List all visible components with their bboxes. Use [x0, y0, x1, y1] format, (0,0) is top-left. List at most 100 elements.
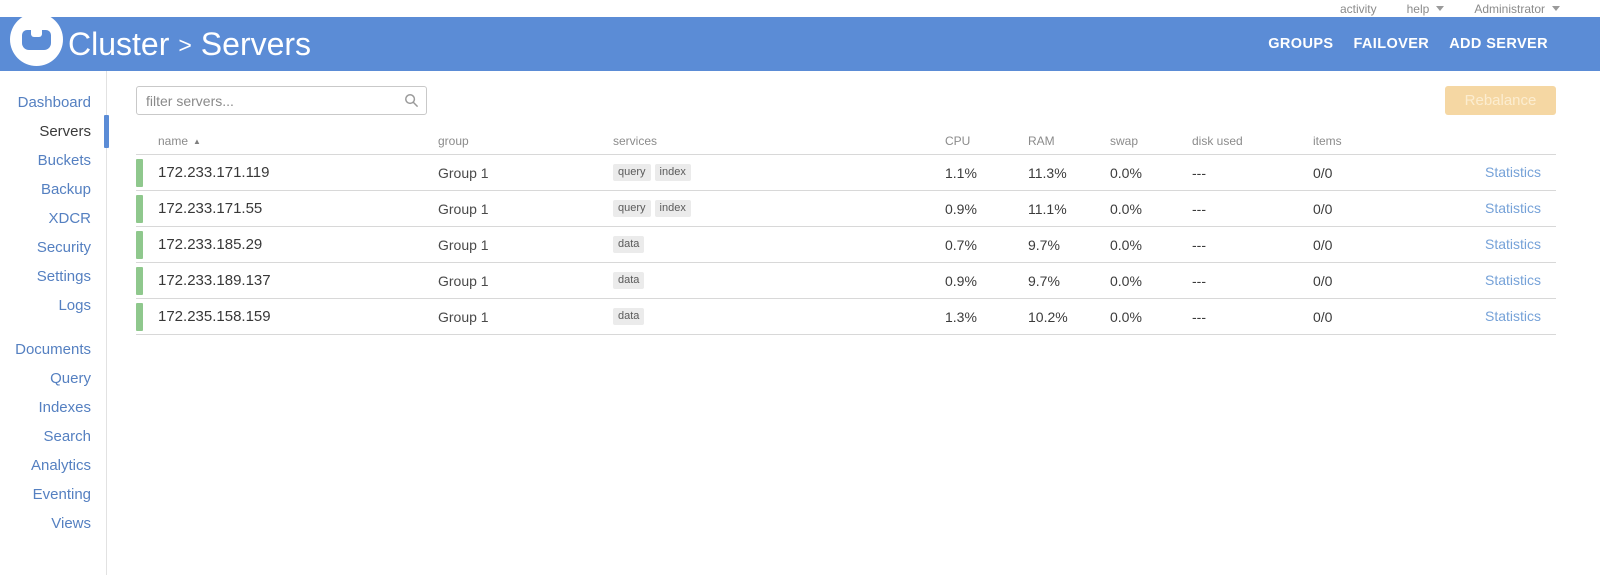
help-menu[interactable]: help — [1407, 2, 1445, 16]
sidebar-item-buckets[interactable]: Buckets — [0, 146, 106, 175]
server-group: Group 1 — [438, 308, 489, 325]
filter-servers-input[interactable] — [136, 86, 427, 115]
sidebar-item-search[interactable]: Search — [0, 422, 106, 451]
breadcrumb-separator: > — [178, 31, 192, 58]
activity-label: activity — [1339, 1, 1377, 16]
help-label: help — [1406, 1, 1430, 16]
service-badge-query: query — [613, 200, 651, 217]
sidebar-item-label: Eventing — [32, 486, 91, 503]
sidebar-group-cluster: Dashboard Servers Buckets Backup XDCR Securit… — [0, 88, 109, 320]
header-menu: GROUPS FAILOVER ADD SERVER — [1248, 17, 1548, 71]
column-header-group[interactable]: group — [438, 133, 469, 148]
swap-value: 0.0% — [1110, 200, 1142, 217]
server-group: Group 1 — [438, 272, 489, 289]
statistics-cell: Statistics — [1426, 164, 1556, 182]
server-row[interactable]: 172.233.171.55 Group 1 query index 0.9% 11.1%… — [136, 191, 1556, 227]
cpu-value: 0.7% — [945, 236, 977, 253]
cpu-value: 1.1% — [945, 164, 977, 181]
swap-value: 0.0% — [1110, 236, 1142, 253]
title-cluster: Cluster — [68, 25, 170, 62]
filter-wrap — [136, 86, 427, 115]
header-menu-failover[interactable]: FAILOVER — [1353, 36, 1430, 52]
service-badges: query index — [613, 164, 945, 181]
column-header-ram[interactable]: RAM — [1028, 133, 1055, 148]
toolbar: Rebalance — [136, 86, 1556, 115]
sidebar-item-eventing[interactable]: Eventing — [0, 480, 106, 509]
service-badge-data: data — [613, 272, 645, 289]
sidebar-item-query[interactable]: Query — [0, 364, 106, 393]
user-menu[interactable]: Administrator — [1474, 2, 1560, 16]
statistics-cell: Statistics — [1426, 272, 1556, 290]
couchbase-logo-icon — [10, 13, 63, 66]
column-header-name[interactable]: name ▲ — [158, 133, 201, 148]
table-body: 172.233.171.119 Group 1 query index 1.1% 11.3… — [136, 155, 1556, 335]
items-value: 0/0 — [1313, 200, 1333, 217]
swap-value: 0.0% — [1110, 308, 1142, 325]
table-header-row: name ▲ group services CPU RAM swap disk u… — [136, 127, 1556, 155]
statistics-link[interactable]: Statistics — [1484, 307, 1541, 324]
service-badges: data — [613, 236, 945, 253]
items-value: 0/0 — [1313, 236, 1333, 253]
server-name: 172.233.189.137 — [158, 272, 271, 289]
sidebar-item-indexes[interactable]: Indexes — [0, 393, 106, 422]
sidebar-item-backup[interactable]: Backup — [0, 175, 106, 204]
cpu-value: 1.3% — [945, 308, 977, 325]
cpu-value: 0.9% — [945, 272, 977, 289]
sidebar-item-label: Dashboard — [17, 94, 91, 111]
statistics-link[interactable]: Statistics — [1484, 271, 1541, 288]
sidebar-item-label: XDCR — [48, 210, 91, 227]
sidebar-item-label: Backup — [40, 181, 91, 198]
server-row[interactable]: 172.235.158.159 Group 1 data 1.3% 10.2% 0.0% -… — [136, 299, 1556, 335]
rebalance-button[interactable]: Rebalance — [1445, 86, 1556, 115]
server-group: Group 1 — [438, 164, 489, 181]
server-row[interactable]: 172.233.189.137 Group 1 data 0.9% 9.7% 0.0% --… — [136, 263, 1556, 299]
server-group: Group 1 — [438, 200, 489, 217]
sidebar-item-xdcr[interactable]: XDCR — [0, 204, 106, 233]
service-badge-index: index — [654, 164, 691, 181]
sidebar-item-views[interactable]: Views — [0, 509, 106, 538]
column-header-items[interactable]: items — [1313, 133, 1342, 148]
column-header-disk-used[interactable]: disk used — [1192, 133, 1243, 148]
statistics-link[interactable]: Statistics — [1484, 199, 1541, 216]
sort-ascending-icon: ▲ — [193, 136, 201, 146]
column-header-cpu[interactable]: CPU — [945, 133, 971, 148]
sidebar-item-analytics[interactable]: Analytics — [0, 451, 106, 480]
cpu-value: 0.9% — [945, 200, 977, 217]
content-area: Rebalance name▲ group services CPU RAM s… — [107, 71, 1600, 575]
sidebar-item-label: Search — [43, 428, 91, 445]
disk-used-value: --- — [1192, 200, 1206, 217]
statistics-link[interactable]: Statistics — [1484, 235, 1541, 252]
header-menu-add-server[interactable]: ADD SERVER — [1449, 36, 1548, 52]
column-header-services[interactable]: services — [613, 133, 658, 148]
page-title: Cluster > Servers — [68, 26, 311, 63]
sidebar-item-settings[interactable]: Settings — [0, 262, 106, 291]
sidebar-item-label: Documents — [15, 341, 91, 358]
sidebar-item-label: Security — [36, 239, 91, 256]
active-tab-indicator — [104, 115, 109, 148]
server-row[interactable]: 172.233.185.29 Group 1 data 0.7% 9.7% 0.0% ---… — [136, 227, 1556, 263]
server-name: 172.233.171.55 — [158, 200, 263, 217]
header-menu-groups[interactable]: GROUPS — [1268, 36, 1334, 52]
sidebar-item-dashboard[interactable]: Dashboard — [0, 88, 106, 117]
disk-used-value: --- — [1192, 272, 1206, 289]
column-header-swap[interactable]: swap — [1110, 133, 1139, 148]
statistics-cell: Statistics — [1426, 236, 1556, 254]
sidebar-item-servers[interactable]: Servers — [0, 115, 109, 148]
items-value: 0/0 — [1313, 308, 1333, 325]
search-icon — [405, 94, 419, 108]
utility-bar: activity help Administrator — [0, 0, 1600, 17]
service-badge-data: data — [613, 236, 645, 253]
server-name: 172.233.171.119 — [158, 164, 270, 181]
sidebar-item-logs[interactable]: Logs — [0, 291, 106, 320]
statistics-link[interactable]: Statistics — [1484, 163, 1541, 180]
service-badges: data — [613, 272, 945, 289]
sidebar-item-label: Servers — [39, 123, 91, 140]
disk-used-value: --- — [1192, 236, 1206, 253]
server-row[interactable]: 172.233.171.119 Group 1 query index 1.1% 11.3… — [136, 155, 1556, 191]
swap-value: 0.0% — [1110, 164, 1142, 181]
activity-link[interactable]: activity — [1340, 2, 1377, 16]
health-status-bar — [136, 159, 143, 187]
ram-value: 10.2% — [1028, 308, 1068, 325]
sidebar-item-security[interactable]: Security — [0, 233, 106, 262]
sidebar-item-documents[interactable]: Documents — [0, 335, 106, 364]
